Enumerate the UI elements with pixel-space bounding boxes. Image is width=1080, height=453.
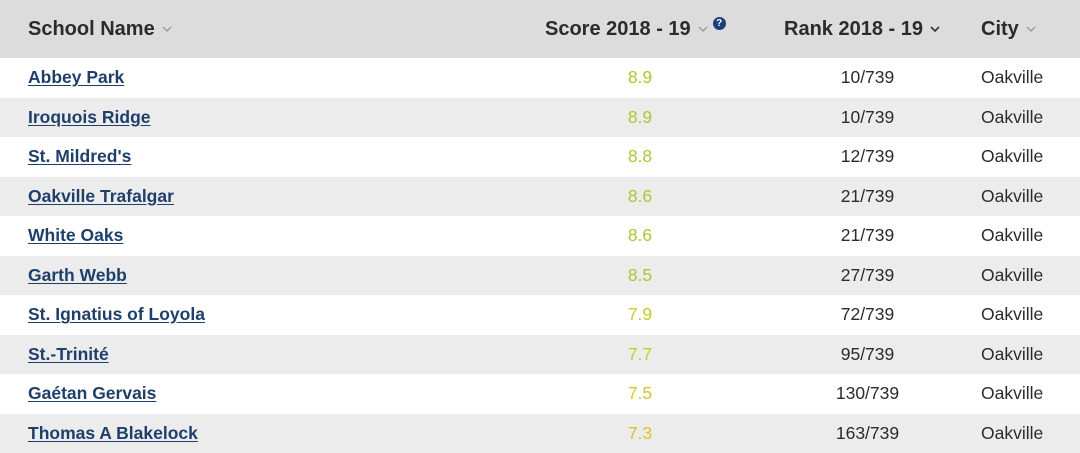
rank-value: 95/739	[840, 343, 895, 364]
school-link[interactable]: Oakville Trafalgar	[28, 185, 174, 206]
city-value: Oakville	[981, 106, 1044, 127]
table-row: St. Ignatius of Loyola 7.9 72/739 Oakvil…	[0, 295, 1080, 335]
school-link[interactable]: Iroquois Ridge	[28, 106, 151, 127]
school-link[interactable]: St. Ignatius of Loyola	[28, 304, 205, 325]
score-value: 8.9	[627, 106, 653, 127]
school-link[interactable]: Gaétan Gervais	[28, 383, 157, 404]
score-value: 7.5	[627, 383, 653, 404]
rank-header-label: Rank 2018 - 19	[784, 17, 923, 40]
city-value: Oakville	[981, 225, 1044, 246]
sort-rank-header[interactable]: Rank 2018 - 19	[784, 0, 941, 58]
table-body: Abbey Park 8.9 10/739 Oakville Iroquois …	[0, 58, 1080, 453]
rank-value: 72/739	[840, 304, 895, 325]
city-header-label: City	[981, 17, 1019, 40]
school-name-header-label: School Name	[28, 17, 155, 40]
city-value: Oakville	[981, 146, 1044, 167]
rank-value: 21/739	[840, 185, 895, 206]
rank-value: 21/739	[840, 225, 895, 246]
rank-value: 130/739	[835, 383, 900, 404]
city-value: Oakville	[981, 67, 1044, 88]
city-value: Oakville	[981, 422, 1044, 443]
chevron-down-icon	[1025, 23, 1037, 35]
table-row: St.-Trinité 7.7 95/739 Oakville	[0, 334, 1080, 374]
city-value: Oakville	[981, 343, 1044, 364]
score-value: 8.6	[627, 185, 653, 206]
table-row: Garth Webb 8.5 27/739 Oakville	[0, 255, 1080, 295]
table-header: School Name Score 2018 - 19 ? Rank 2018 …	[0, 0, 1080, 58]
table-row: Thomas A Blakelock 7.3 163/739 Oakville	[0, 413, 1080, 453]
chevron-down-icon	[161, 23, 173, 35]
school-link[interactable]: St.-Trinité	[28, 343, 109, 364]
school-link[interactable]: Garth Webb	[28, 264, 127, 285]
rank-value: 27/739	[840, 264, 895, 285]
help-icon[interactable]: ?	[712, 16, 726, 30]
table-row: St. Mildred's 8.8 12/739 Oakville	[0, 137, 1080, 177]
school-link[interactable]: Abbey Park	[28, 67, 125, 88]
sort-score-header[interactable]: Score 2018 - 19 ?	[545, 0, 726, 58]
score-value: 7.7	[627, 343, 653, 364]
chevron-down-icon	[697, 23, 709, 35]
chevron-down-icon	[929, 23, 941, 35]
sort-school-name-header[interactable]: School Name	[28, 0, 173, 58]
table-row: Abbey Park 8.9 10/739 Oakville	[0, 58, 1080, 98]
school-link[interactable]: Thomas A Blakelock	[28, 422, 198, 443]
school-link[interactable]: St. Mildred's	[28, 146, 132, 167]
table-row: Gaétan Gervais 7.5 130/739 Oakville	[0, 374, 1080, 414]
table-row: Iroquois Ridge 8.9 10/739 Oakville	[0, 97, 1080, 137]
rank-value: 10/739	[840, 106, 895, 127]
score-value: 8.5	[627, 264, 653, 285]
table-row: Oakville Trafalgar 8.6 21/739 Oakville	[0, 176, 1080, 216]
score-value: 8.9	[627, 67, 653, 88]
score-value: 8.8	[627, 146, 653, 167]
sort-city-header[interactable]: City	[981, 0, 1037, 58]
table-row: White Oaks 8.6 21/739 Oakville	[0, 216, 1080, 256]
rank-value: 12/739	[840, 146, 895, 167]
score-value: 7.9	[627, 304, 653, 325]
city-value: Oakville	[981, 264, 1044, 285]
rank-value: 10/739	[840, 67, 895, 88]
city-value: Oakville	[981, 383, 1044, 404]
score-header-label: Score 2018 - 19	[545, 17, 691, 40]
rank-value: 163/739	[835, 422, 900, 443]
city-value: Oakville	[981, 185, 1044, 206]
city-value: Oakville	[981, 304, 1044, 325]
score-value: 7.3	[627, 422, 653, 443]
school-link[interactable]: White Oaks	[28, 225, 124, 246]
score-value: 8.6	[627, 225, 653, 246]
